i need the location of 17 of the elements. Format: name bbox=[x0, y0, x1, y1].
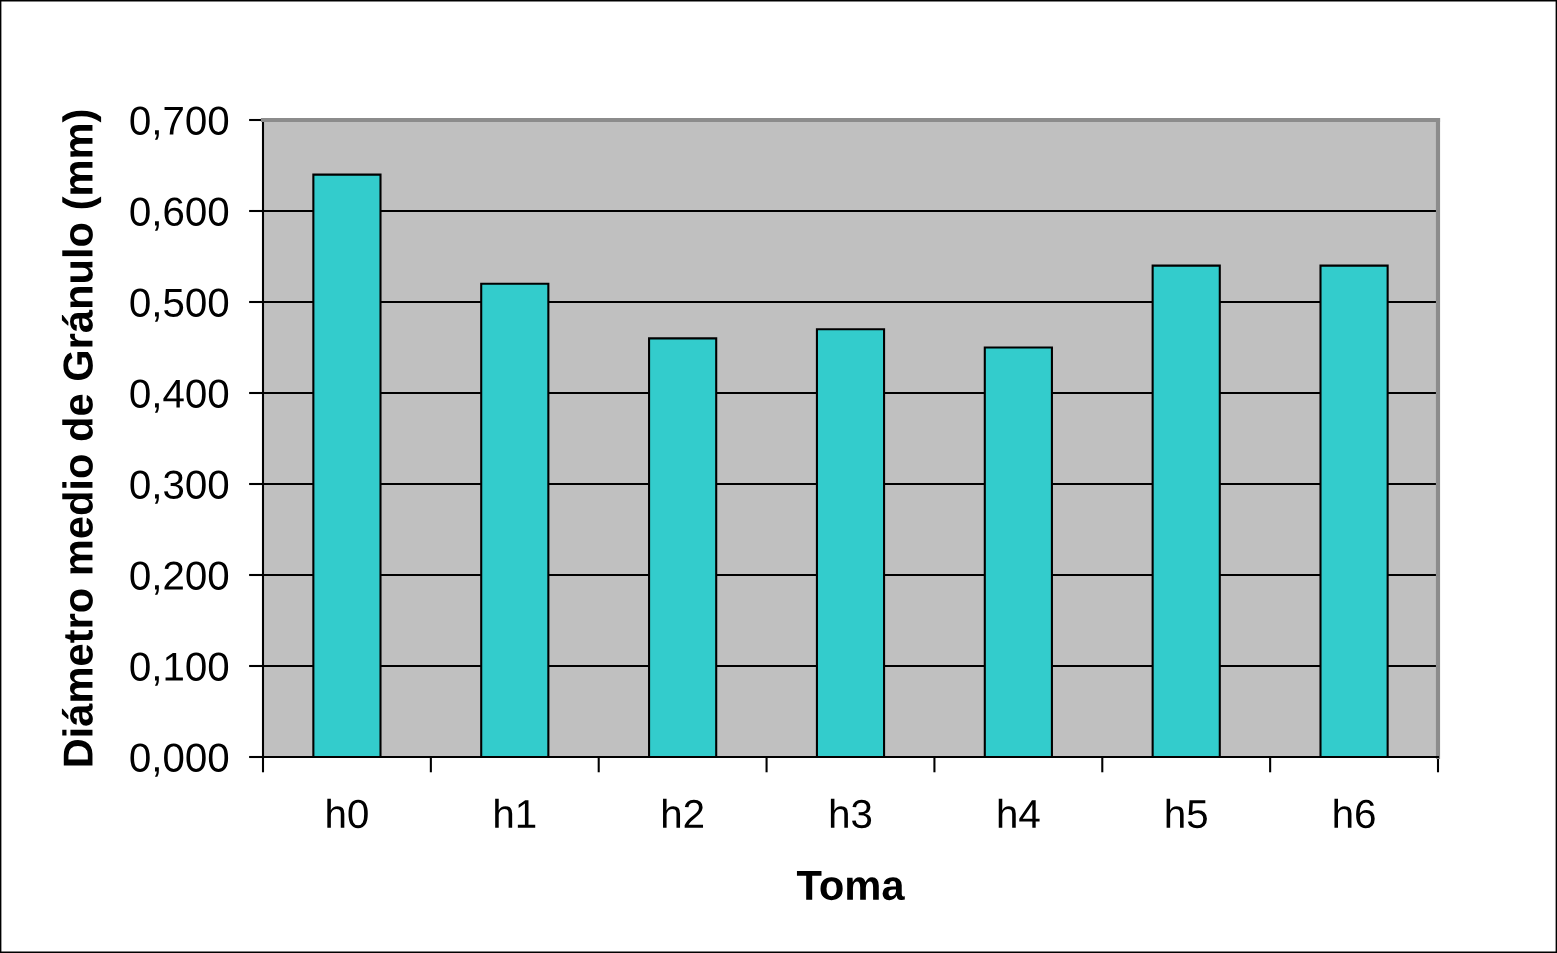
y-tick-label: 0,500 bbox=[130, 288, 229, 322]
y-tick-label: 0,300 bbox=[130, 470, 229, 504]
x-tick-label: h1 bbox=[495, 798, 536, 828]
x-tick-label: h2 bbox=[663, 798, 704, 828]
y-tick-label: 0,000 bbox=[130, 743, 229, 777]
y-axis-title: Diámetro medio de Gránulo (mm) bbox=[61, 110, 102, 766]
y-tick-label: 0,600 bbox=[130, 197, 229, 231]
x-tick-label: h0 bbox=[327, 798, 368, 829]
x-tick-label: h5 bbox=[1166, 798, 1207, 829]
x-tick-label: h4 bbox=[998, 798, 1040, 828]
y-tick-label: 0,400 bbox=[130, 379, 229, 413]
x-axis-title: Toma bbox=[796, 871, 905, 901]
y-tick-label: 0,100 bbox=[130, 652, 229, 686]
y-tick-label: 0,700 bbox=[130, 106, 229, 140]
y-tick-label: 0,200 bbox=[130, 561, 229, 595]
x-tick-label: h3 bbox=[830, 798, 872, 829]
x-tick-label: h6 bbox=[1334, 798, 1375, 829]
